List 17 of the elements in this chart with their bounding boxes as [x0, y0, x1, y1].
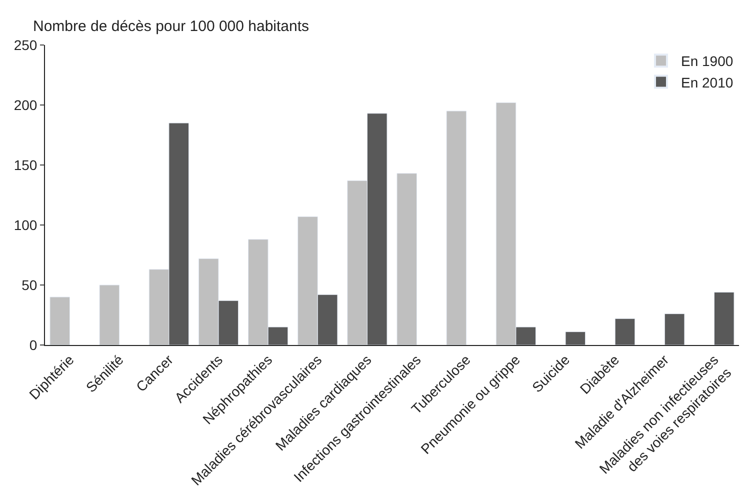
bar [50, 296, 70, 345]
bar [664, 314, 685, 345]
bar [446, 110, 467, 345]
legend-label: En 1900 [681, 53, 734, 70]
y-tick-label: 150 [14, 156, 38, 173]
bar [714, 292, 734, 345]
y-tick-label: 100 [14, 216, 38, 233]
bar [396, 173, 418, 345]
bar [614, 318, 636, 345]
legend-label: En 2010 [681, 74, 734, 90]
y-tick-label: 0 [29, 336, 38, 353]
y-tick-label: 250 [14, 36, 38, 53]
y-tick-label: 200 [14, 96, 38, 113]
bar [99, 284, 120, 345]
y-tick-label: 50 [22, 276, 38, 293]
bar [565, 332, 586, 345]
y-axis-title: Nombre de décès pour 100 000 habitants [33, 18, 310, 35]
